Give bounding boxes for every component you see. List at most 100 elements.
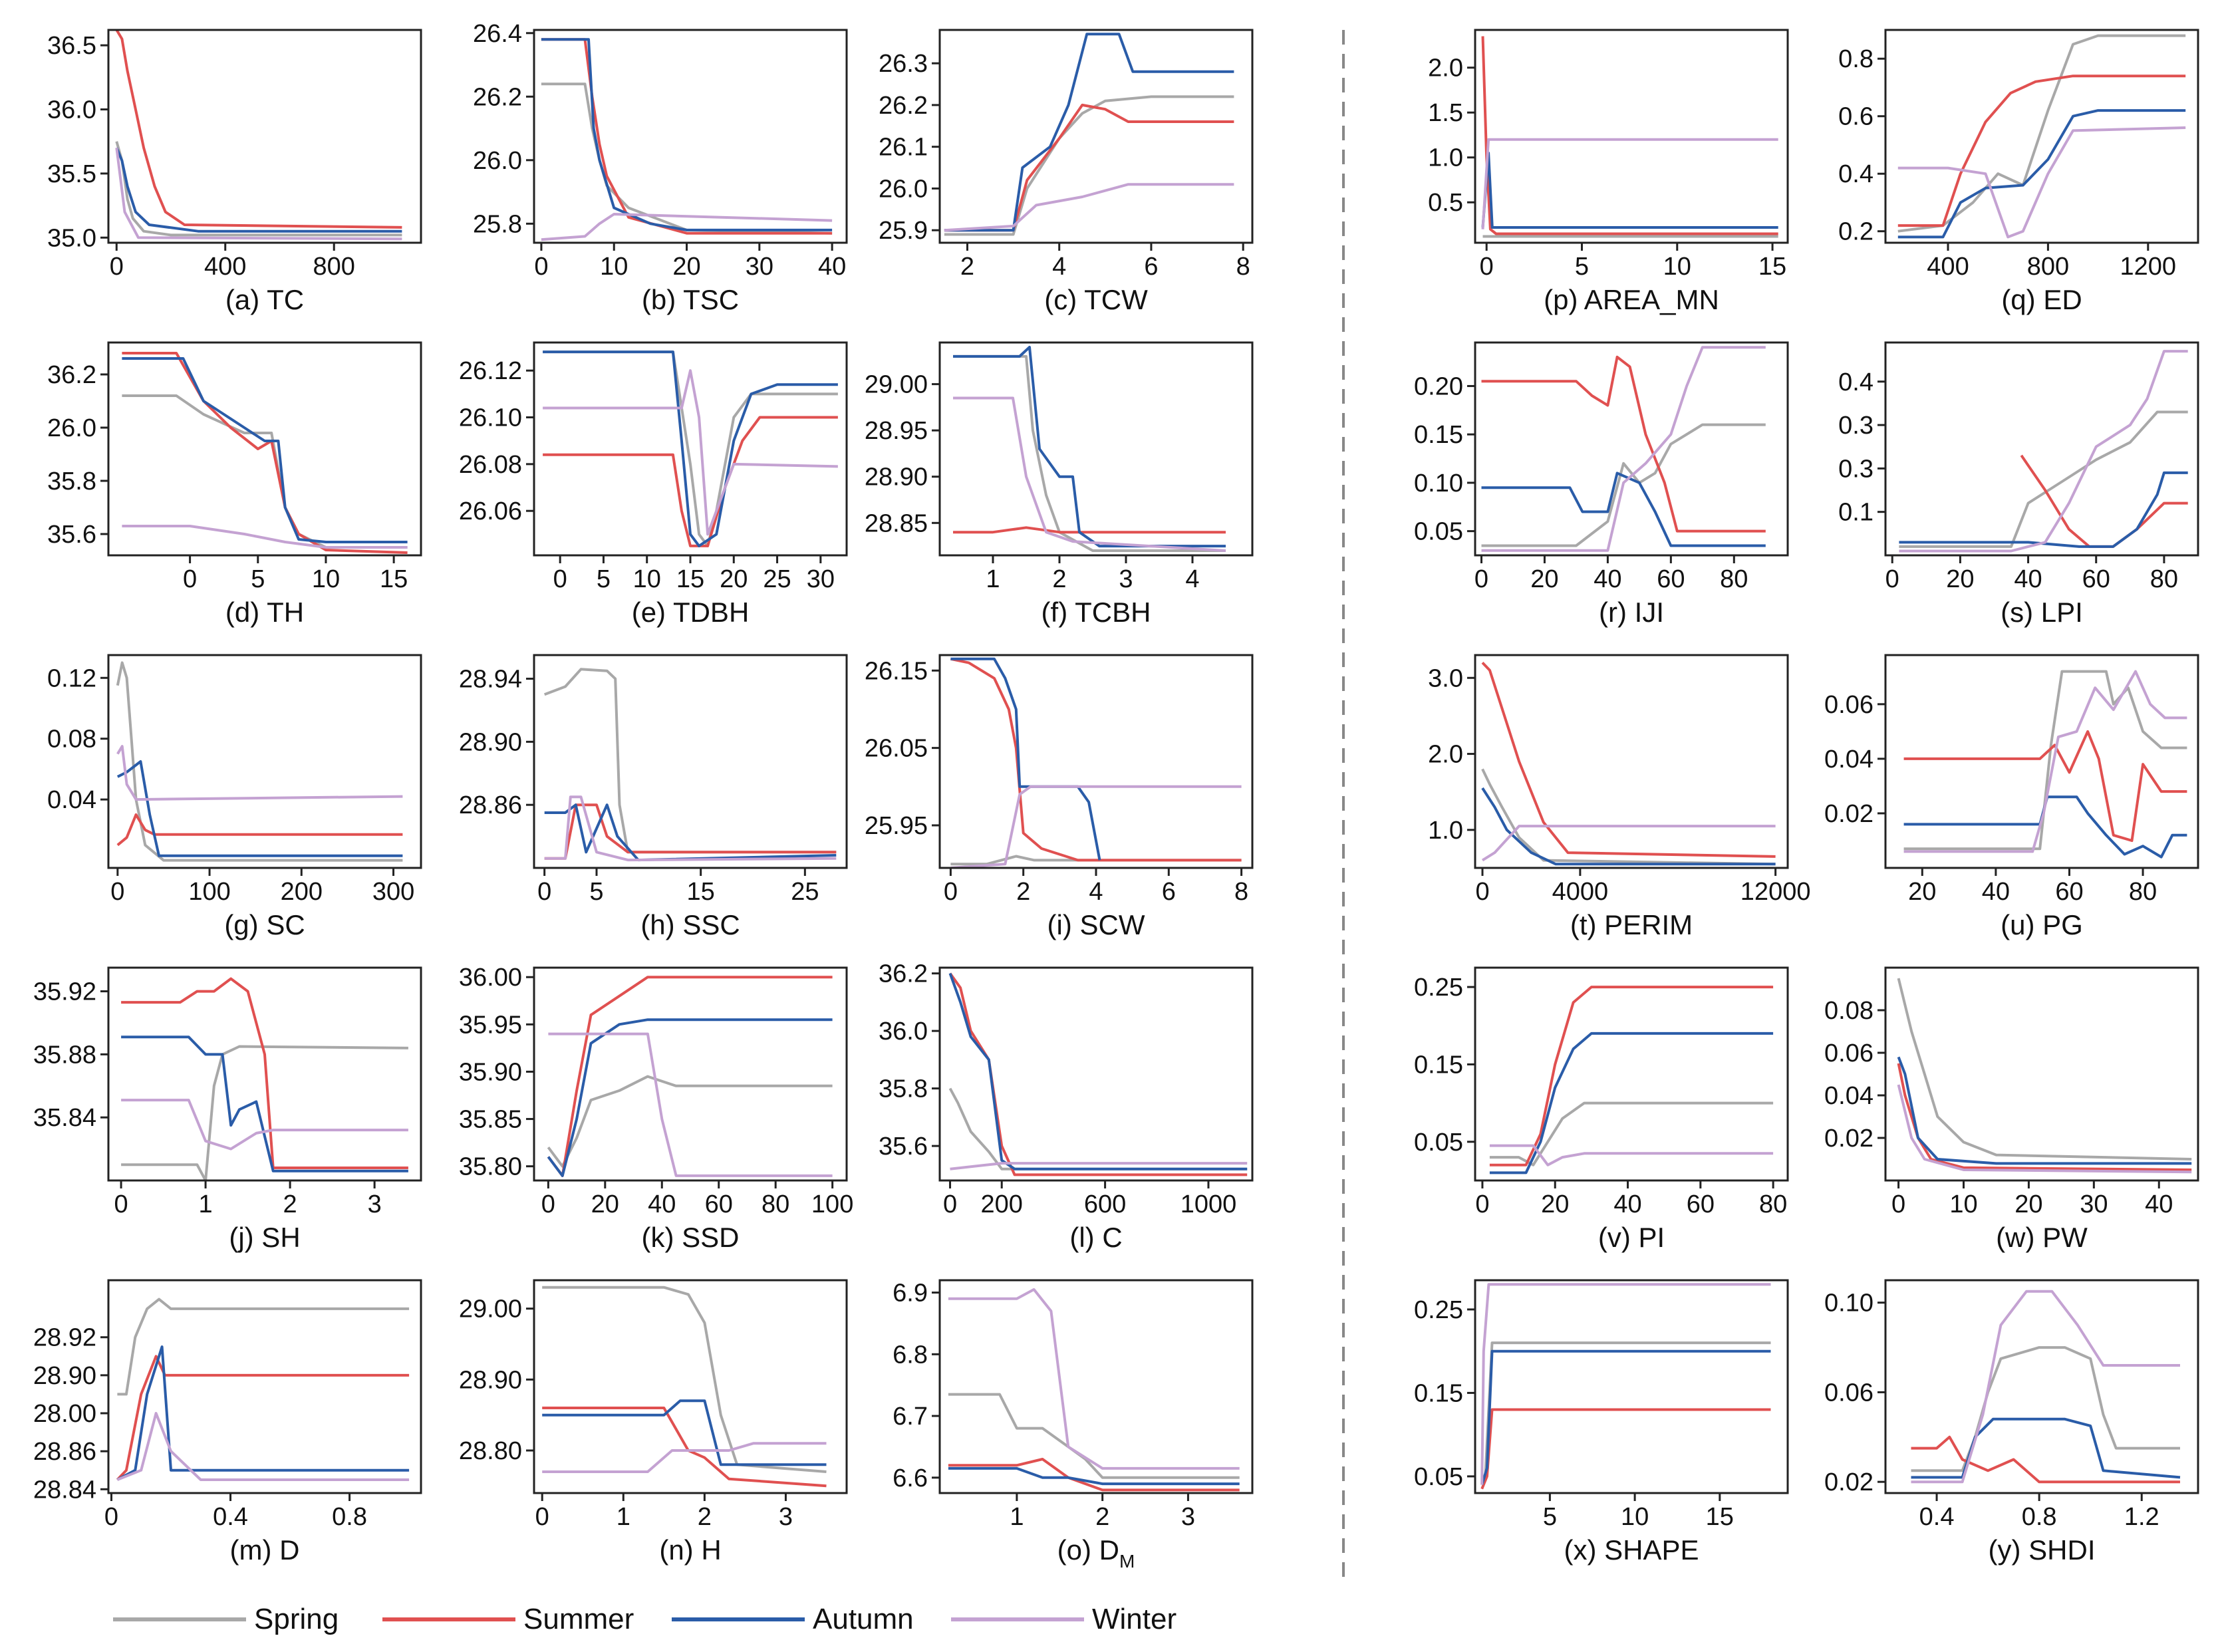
subplot-title: (i) SCW	[1047, 909, 1145, 940]
x-tick-label: 0	[534, 253, 548, 281]
y-tick-label: 28.86	[459, 791, 522, 819]
x-tick-label: 0	[110, 253, 124, 281]
x-tick-label: 1	[1010, 1503, 1024, 1531]
y-tick-label: 0.3	[1838, 455, 1873, 483]
y-tick-label: 28.84	[33, 1476, 96, 1504]
chart-panel-v: 0 20 40 60 80 0.05 0.15 0.25 (v) PI	[1414, 966, 1789, 1253]
y-tick-label: 0.05	[1414, 1129, 1463, 1157]
subplot-title: (s) LPI	[2001, 597, 2083, 628]
plot-frame	[533, 966, 848, 1182]
subplot-title-text: (a) TC	[225, 284, 304, 315]
y-tick-label: 26.05	[865, 735, 928, 763]
x-tick-label: 25	[791, 878, 819, 906]
plot-frame	[107, 1279, 422, 1494]
chart-panel-p: 0 5 10 15 0.5 1.0 1.5 2.0 (p) AREA_MN	[1428, 29, 1789, 315]
y-tick-label: 0.08	[47, 726, 96, 754]
subplot-title: (v) PI	[1598, 1222, 1665, 1253]
subplot-title-text: (g) SC	[224, 909, 305, 940]
series-line-autumn	[1481, 152, 1778, 229]
subplot-title-text: (l) C	[1069, 1222, 1122, 1253]
series-line-summer	[948, 972, 1248, 1176]
series-line-spring	[1480, 1341, 1771, 1486]
series-line-autumn	[116, 760, 403, 857]
x-tick-label: 20	[720, 565, 748, 593]
x-tick-label: 4	[1052, 253, 1066, 281]
x-tick-label: 800	[313, 253, 355, 281]
plot-frame	[533, 654, 848, 869]
y-tick-label: 35.80	[459, 1153, 522, 1181]
subplot-title-subscript: M	[1119, 1551, 1135, 1572]
x-tick-label: 800	[2027, 253, 2069, 281]
y-tick-label: 0.25	[1414, 1296, 1463, 1324]
chart-panel-f: 1 2 3 4 28.85 28.90 28.95 29.00 (f) TCBH	[865, 341, 1254, 628]
y-tick-label: 2.0	[1428, 55, 1463, 82]
x-tick-label: 6	[1144, 253, 1158, 281]
x-tick-label: 20	[672, 253, 700, 281]
x-tick-label: 0	[1475, 1190, 1489, 1218]
series-line-autumn	[543, 350, 838, 547]
y-tick-label: 6.7	[893, 1403, 928, 1431]
x-tick-label: 30	[2080, 1190, 2108, 1218]
y-tick-label: 35.92	[33, 978, 96, 1006]
subplot-title: (y) SHDI	[1989, 1534, 2096, 1566]
series-line-winter	[548, 1032, 833, 1177]
series-line-summer	[1897, 74, 2186, 227]
y-tick-label: 26.3	[879, 50, 928, 78]
y-tick-label: 0.6	[1838, 103, 1873, 131]
series-line-winter	[116, 745, 403, 801]
series-line-spring	[1903, 670, 2187, 851]
x-tick-label: 0.8	[2022, 1503, 2057, 1531]
x-tick-label: 2	[960, 253, 974, 281]
x-tick-label: 5	[1575, 253, 1589, 281]
series-line-autumn	[547, 1018, 833, 1177]
y-tick-label: 28.90	[459, 728, 522, 756]
subplot-title: (e) TDBH	[632, 597, 750, 628]
subplot-title: (n) H	[659, 1534, 721, 1566]
series-line-winter	[1480, 1283, 1771, 1485]
x-tick-label: 30	[746, 253, 773, 281]
y-tick-label: 35.8	[47, 468, 96, 495]
y-tick-label: 0.5	[1428, 189, 1463, 217]
y-tick-label: 25.9	[879, 217, 928, 245]
subplot-title-text: (r) IJI	[1599, 597, 1664, 628]
series-line-summer	[1489, 986, 1774, 1167]
y-tick-label: 36.2	[47, 361, 96, 389]
x-tick-label: 10	[633, 565, 661, 593]
series-line-winter	[1481, 825, 1776, 862]
series-line-spring	[541, 82, 833, 235]
y-tick-label: 35.0	[47, 224, 96, 252]
subplot-title-text: (i) SCW	[1047, 909, 1145, 940]
y-tick-label: 36.0	[879, 1018, 928, 1045]
y-tick-label: 35.5	[47, 160, 96, 188]
legend-label: Summer	[523, 1603, 634, 1635]
series-line-summer	[1480, 1408, 1771, 1490]
y-tick-label: 1.5	[1428, 99, 1463, 127]
series-line-autumn	[1481, 787, 1776, 866]
x-tick-label: 1200	[2120, 253, 2177, 281]
x-tick-label: 60	[1657, 565, 1685, 593]
x-tick-label: 5	[597, 565, 611, 593]
plot-frame	[1474, 341, 1789, 557]
y-tick-label: 0.10	[1824, 1290, 1873, 1317]
x-tick-label: 1000	[1180, 1190, 1237, 1218]
subplot-title: (b) TSC	[642, 284, 739, 315]
x-tick-label: 1.2	[2124, 1503, 2159, 1531]
series-line-spring	[547, 1075, 833, 1168]
y-tick-label: 35.85	[459, 1106, 522, 1134]
chart-panel-o: 1 2 3 6.6 6.7 6.8 6.9 (o) DM	[893, 1279, 1254, 1572]
subplot-title: (w) PW	[1996, 1222, 2088, 1253]
chart-panel-d: 0 5 10 15 35.6 35.8 26.0 36.2 (d) TH	[47, 341, 422, 628]
x-tick-label: 0	[1480, 253, 1494, 281]
series-line-winter	[1481, 346, 1766, 552]
y-tick-label: 6.6	[893, 1464, 928, 1492]
x-tick-label: 10	[600, 253, 628, 281]
plot-frame	[533, 29, 848, 244]
series-line-autumn	[1897, 109, 2186, 239]
y-tick-label: 3.0	[1428, 664, 1463, 692]
x-tick-label: 3	[1119, 565, 1133, 593]
y-tick-label: 28.80	[459, 1437, 522, 1465]
y-tick-label: 35.88	[33, 1041, 96, 1069]
series-line-summer	[547, 976, 833, 1177]
y-tick-label: 29.00	[459, 1296, 522, 1323]
